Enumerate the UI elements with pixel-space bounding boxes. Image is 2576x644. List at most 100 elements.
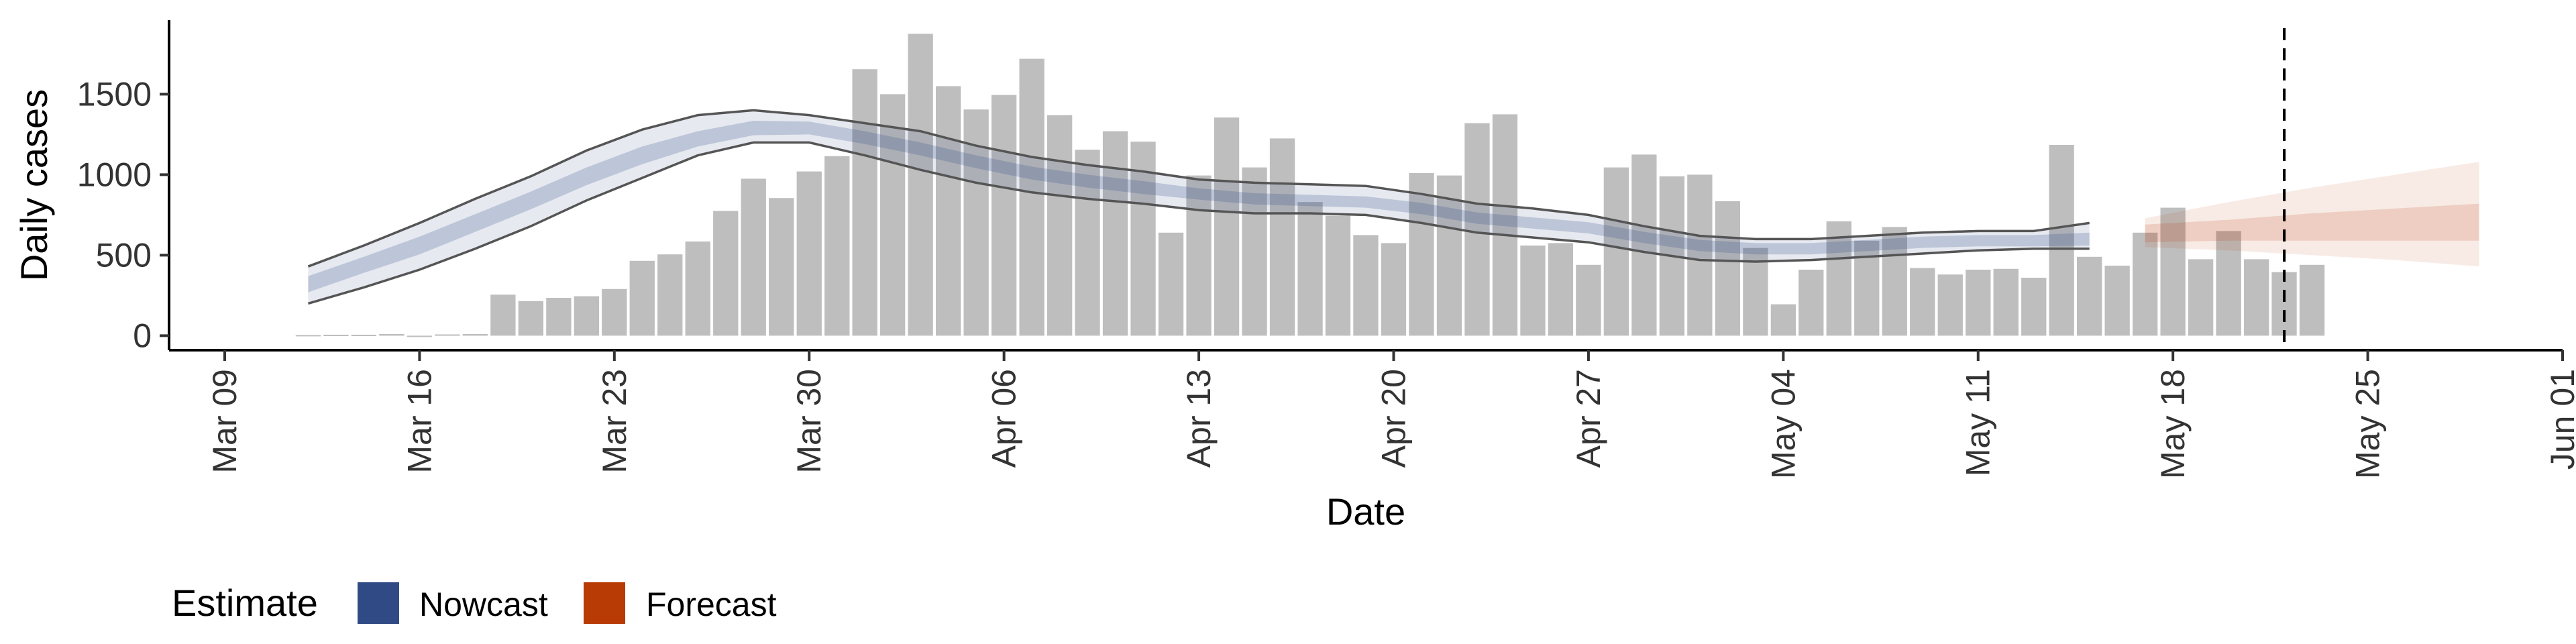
bar <box>2021 278 2047 336</box>
bar <box>2271 272 2297 336</box>
bar <box>379 334 405 336</box>
bar <box>1158 232 1184 336</box>
bar <box>546 298 572 336</box>
bar <box>323 335 349 336</box>
bar <box>1464 123 1490 336</box>
x-tick-label: Mar 16 <box>400 369 438 474</box>
bar <box>1631 154 1657 336</box>
y-ticks: 0 500 1000 1500 <box>77 75 169 354</box>
bar <box>1576 264 1601 336</box>
bar <box>1826 221 1851 336</box>
bar <box>1882 227 1907 336</box>
bar <box>1019 58 1044 336</box>
bar <box>1715 201 1740 336</box>
legend-label-nowcast: Nowcast <box>419 586 548 623</box>
bar <box>852 69 877 336</box>
bar <box>295 335 321 337</box>
legend: Estimate Nowcast Forecast <box>172 582 777 624</box>
bar <box>1770 304 1796 336</box>
nowcast-band-90 <box>308 110 2090 304</box>
bar <box>1993 268 2019 336</box>
bar <box>1409 173 1434 336</box>
bar <box>1325 215 1351 336</box>
bar <box>741 178 766 336</box>
bar <box>518 301 543 336</box>
legend-title: Estimate <box>172 582 318 624</box>
bar <box>685 241 710 336</box>
y-tick-label: 0 <box>133 317 152 354</box>
x-tick-label: Mar 23 <box>596 369 633 474</box>
legend-key-nowcast <box>358 582 399 624</box>
x-tick-label: Mar 09 <box>206 369 244 474</box>
legend-label-forecast: Forecast <box>646 586 777 623</box>
forecast-band-20 <box>2145 203 2479 243</box>
bar <box>2077 256 2102 336</box>
bar <box>2160 207 2186 336</box>
x-tick-label: May 11 <box>1960 369 1997 476</box>
bar <box>1520 246 1546 336</box>
bar <box>936 86 961 336</box>
bar <box>1603 167 1629 336</box>
y-tick-label: 500 <box>96 236 152 274</box>
nowcast-lower-line <box>307 141 2090 305</box>
bar <box>1242 167 1267 336</box>
nowcast-upper-line <box>307 109 2090 268</box>
bar <box>1102 131 1128 336</box>
bar <box>407 335 432 337</box>
bar <box>657 254 683 336</box>
bar <box>713 211 739 336</box>
bar <box>1353 235 1379 336</box>
estimate-bands-layer <box>307 109 2479 305</box>
bar <box>1966 270 1991 336</box>
x-axis-title: Date <box>1326 490 1405 533</box>
bar <box>2049 145 2074 336</box>
x-ticks: Mar 09 Mar 16 Mar 23 Mar 30 Apr 06 Apr 13 Apr … <box>206 350 2576 479</box>
bar <box>2299 264 2325 336</box>
bar <box>574 296 599 336</box>
x-tick-label: Mar 30 <box>790 369 828 474</box>
x-tick-label: May 18 <box>2154 369 2192 479</box>
forecast-band-90 <box>2145 162 2479 267</box>
bar <box>880 94 906 336</box>
bar <box>1548 243 1573 336</box>
bars-layer <box>295 34 2325 337</box>
bar <box>1075 150 1100 336</box>
bar <box>991 95 1017 336</box>
bar <box>2244 259 2269 336</box>
y-axis-title: Daily cases <box>13 89 55 281</box>
bar <box>602 288 627 336</box>
x-tick-label: May 04 <box>1764 369 1802 479</box>
bar <box>769 198 794 336</box>
y-tick-label: 1500 <box>77 75 152 113</box>
bar <box>2216 231 2241 336</box>
x-tick-label: Apr 27 <box>1570 369 1607 468</box>
bar <box>1436 175 1462 336</box>
bar <box>2133 232 2158 336</box>
bar <box>1687 174 1713 336</box>
x-tick-label: Apr 06 <box>985 369 1023 468</box>
bar <box>1214 117 1240 336</box>
bar <box>2104 266 2130 336</box>
bar <box>1381 243 1407 336</box>
bar <box>2188 259 2214 336</box>
bar <box>796 171 822 336</box>
bar <box>490 294 516 336</box>
legend-key-forecast <box>584 582 625 624</box>
bar <box>824 156 850 336</box>
axes-layer <box>168 20 2563 352</box>
bar <box>1492 114 1518 336</box>
bar <box>435 334 460 336</box>
x-tick-label: Jun 01 <box>2544 369 2576 470</box>
bar <box>1937 274 1963 336</box>
bar <box>1269 138 1295 336</box>
x-tick-label: Apr 13 <box>1180 369 1218 468</box>
bar <box>1910 268 1935 336</box>
bar <box>629 260 655 336</box>
bar <box>1297 202 1323 336</box>
bar <box>1186 175 1212 336</box>
bar <box>908 34 933 336</box>
x-tick-label: Apr 20 <box>1375 369 1412 468</box>
bar <box>351 335 376 336</box>
bar <box>1799 270 1824 336</box>
